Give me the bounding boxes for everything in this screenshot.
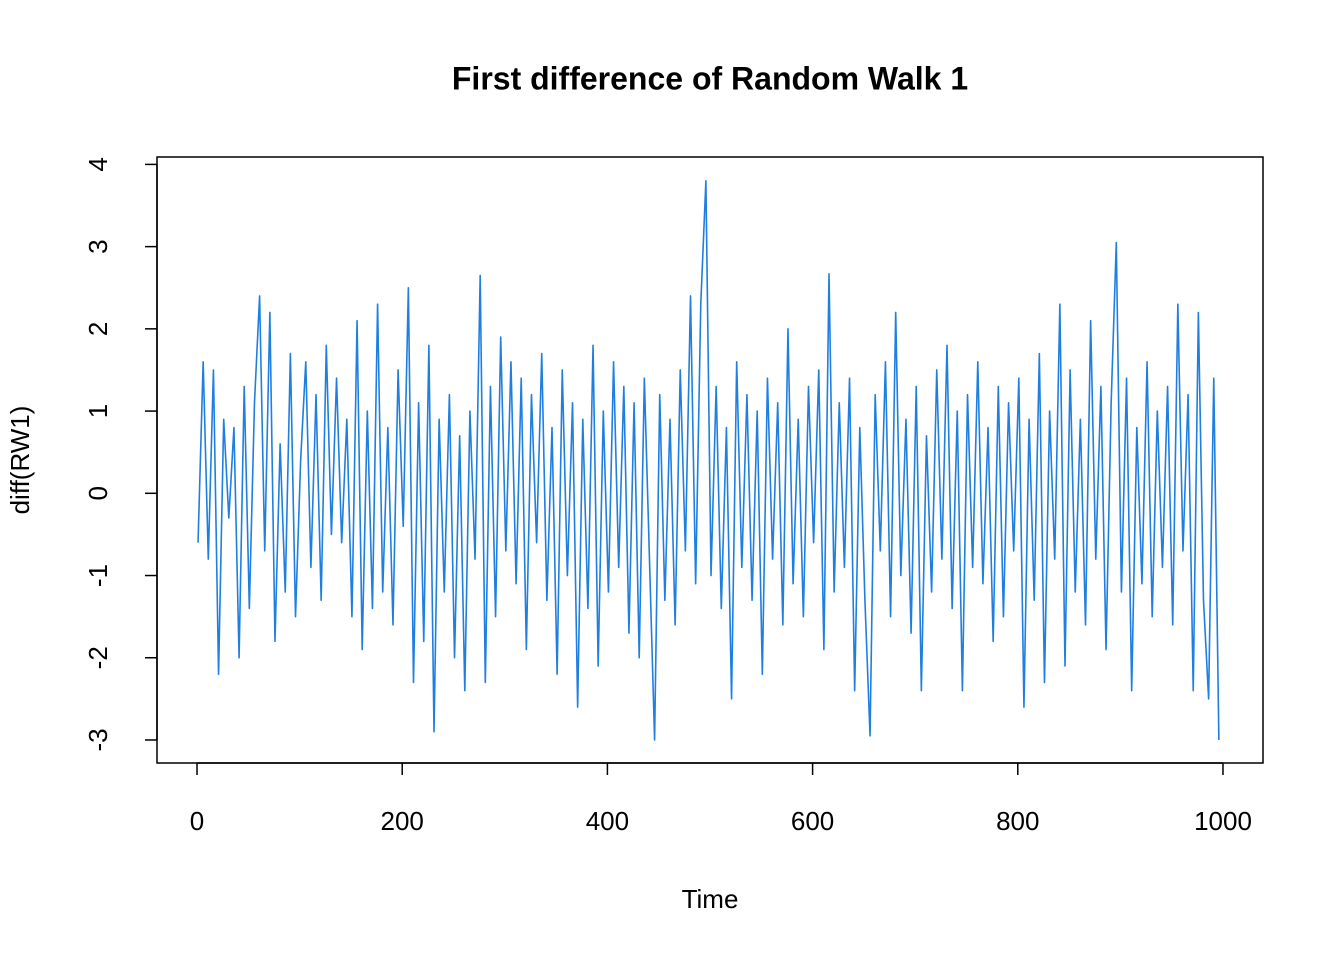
y-tick-label: -1 [83, 564, 113, 587]
y-tick-label: 1 [83, 404, 113, 418]
x-tick-label: 400 [586, 806, 629, 836]
x-tick-label: 800 [996, 806, 1039, 836]
y-axis-label: diff(RW1) [5, 406, 35, 515]
y-tick-label: 2 [83, 322, 113, 336]
y-tick-label: -2 [83, 646, 113, 669]
y-tick-label: 4 [83, 157, 113, 171]
x-tick-label: 600 [791, 806, 834, 836]
y-tick-label: 0 [83, 486, 113, 500]
y-tick-label: 3 [83, 239, 113, 253]
x-tick-label: 0 [190, 806, 204, 836]
y-tick-label: -3 [83, 728, 113, 751]
x-tick-label: 200 [381, 806, 424, 836]
data-line [197, 180, 1220, 741]
chart-title: First difference of Random Walk 1 [452, 60, 968, 96]
x-tick-label: 1000 [1194, 806, 1252, 836]
x-axis-label: Time [682, 884, 739, 914]
